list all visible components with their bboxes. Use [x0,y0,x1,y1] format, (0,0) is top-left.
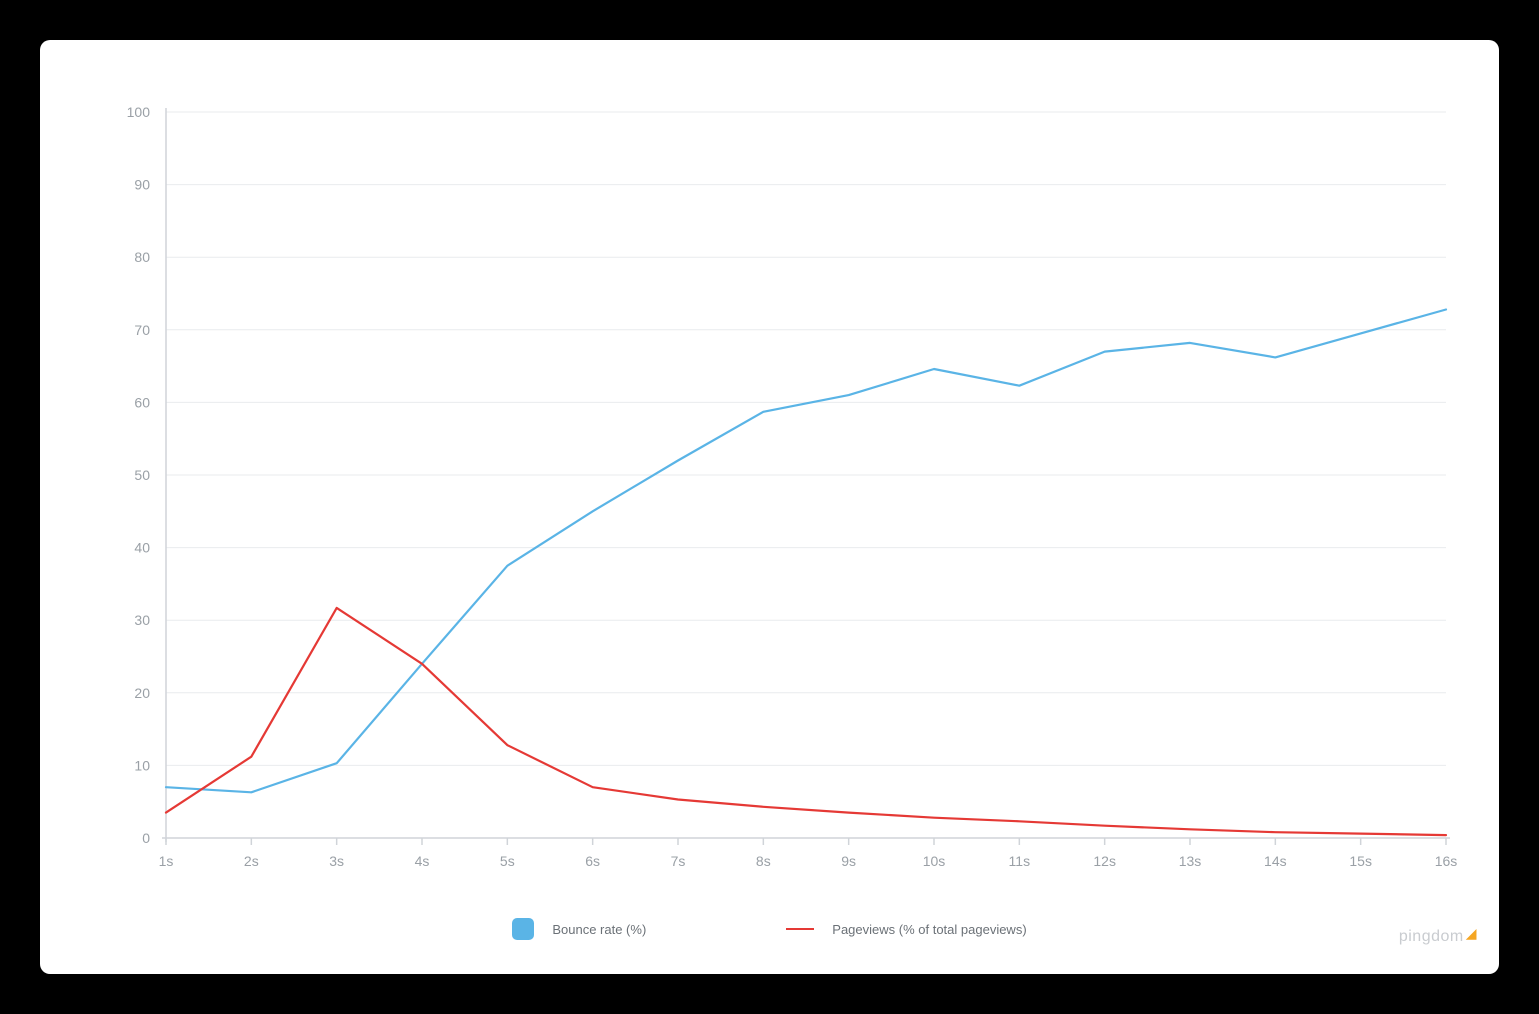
svg-text:0: 0 [142,830,150,846]
svg-text:9s: 9s [841,853,856,869]
svg-text:10: 10 [134,757,150,773]
watermark-text: pingdom [1399,928,1464,946]
svg-text:30: 30 [134,612,150,628]
svg-text:15s: 15s [1349,853,1372,869]
legend-item-bounce-rate: Bounce rate (%) [512,918,646,940]
svg-text:10s: 10s [923,853,946,869]
svg-text:16s: 16s [1435,853,1458,869]
svg-text:12s: 12s [1093,853,1116,869]
svg-text:7s: 7s [671,853,686,869]
svg-text:14s: 14s [1264,853,1287,869]
legend-swatch-bounce-rate [512,918,534,940]
pingdom-watermark: pingdom◢ [1399,928,1477,946]
svg-text:5s: 5s [500,853,515,869]
svg-text:80: 80 [134,249,150,265]
chart-container: 0 10 20 30 40 50 60 70 80 90 100 1s 2s 3s 4s 5s 6s 7s 8s 9s… [40,40,1499,974]
svg-text:50: 50 [134,467,150,483]
chart-legend: Bounce rate (%) Pageviews (% of total pa… [40,918,1499,940]
svg-text:13s: 13s [1179,853,1202,869]
legend-swatch-pageviews [786,928,814,930]
watermark-accent-icon: ◢ [1466,925,1477,942]
svg-text:100: 100 [127,104,151,120]
svg-text:4s: 4s [415,853,430,869]
svg-text:20: 20 [134,685,150,701]
legend-label-pageviews: Pageviews (% of total pageviews) [832,922,1026,937]
svg-text:90: 90 [134,177,150,193]
svg-text:2s: 2s [244,853,259,869]
line-chart-svg: 0 10 20 30 40 50 60 70 80 90 100 1s 2s 3s 4s 5s 6s 7s 8s 9s… [40,40,1499,974]
svg-text:70: 70 [134,322,150,338]
svg-text:1s: 1s [159,853,174,869]
svg-text:3s: 3s [329,853,344,869]
svg-text:40: 40 [134,540,150,556]
legend-item-pageviews: Pageviews (% of total pageviews) [786,922,1026,937]
svg-text:6s: 6s [585,853,600,869]
legend-label-bounce-rate: Bounce rate (%) [552,922,646,937]
svg-text:60: 60 [134,394,150,410]
chart-card: 0 10 20 30 40 50 60 70 80 90 100 1s 2s 3s 4s 5s 6s 7s 8s 9s… [40,40,1499,974]
svg-text:8s: 8s [756,853,771,869]
svg-text:11s: 11s [1009,853,1031,869]
